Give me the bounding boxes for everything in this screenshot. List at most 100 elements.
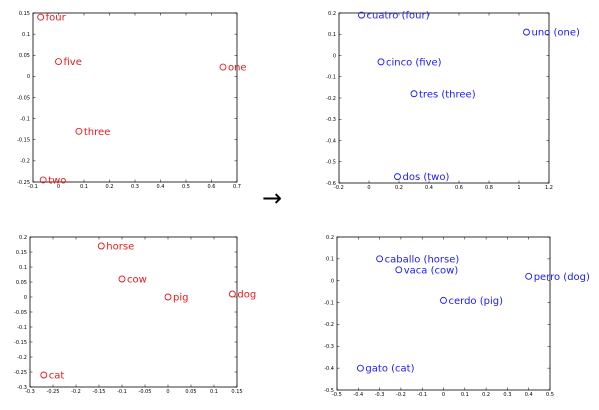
point-label: vaca (cow) [404,265,459,276]
x-tick-label: 0.05 [185,389,196,395]
point-marker [377,58,385,66]
point-marker [395,266,403,274]
y-tick-label: -0.2 [326,96,336,102]
point-label: cinco (five) [386,57,442,68]
y-tick-label: -0.2 [17,355,27,361]
x-tick-label: 0.7 [233,184,241,190]
y-tick-label: -0.1 [326,75,336,81]
point-marker [40,371,48,379]
x-tick-label: 1.2 [545,185,553,191]
y-tick-label: -0.15 [17,138,30,144]
x-tick-label: 0.15 [231,389,242,395]
point-label: dog [237,290,256,301]
y-tick-label: -0.1 [324,300,334,306]
x-tick-label: 0.5 [546,392,554,398]
y-tick-label: 0.05 [19,53,30,59]
y-tick-label: 0.15 [16,250,27,256]
point-marker [523,28,530,36]
y-tick-label: 0.2 [328,11,336,17]
x-tick-label: 0.3 [131,184,139,190]
y-tick-label: -0.15 [14,340,27,346]
x-tick-label: 0.2 [395,185,403,191]
x-tick-label: 0 [367,185,370,191]
x-tick-label: 0.3 [503,392,511,398]
y-tick-label: -0.5 [324,388,334,394]
point-marker [525,272,533,280]
y-tick-label: -0.4 [324,366,334,372]
point-marker [75,127,83,135]
y-tick-label: -0.05 [14,310,27,316]
plot-frame [32,12,238,183]
y-tick-label: -0.3 [326,117,336,123]
x-tick-label: 0.4 [525,392,533,398]
x-tick-label: -0.05 [139,389,152,395]
x-tick-label: 0 [57,184,60,190]
y-tick-label: 0.1 [328,32,336,38]
y-tick-label: -0.25 [14,370,27,376]
x-tick-label: 0 [166,389,169,395]
point-label: uno (one) [532,28,580,39]
x-tick-label: 0.4 [157,184,165,190]
y-tick-label: -0.3 [17,385,27,391]
point-marker [55,58,62,66]
point-marker [356,364,364,372]
x-tick-label: 0.8 [485,185,493,191]
y-tick-label: 0.2 [326,235,334,241]
x-tick-label: 0.5 [182,184,190,190]
point-label: cuatro (four) [367,11,430,22]
point-marker [118,275,126,283]
panel-animals-spanish: -0.5 -0.4 -0.3 -0.2 -0.1 0 0.1 0.2 0.3 0.4 0.5 -0.5… [324,235,590,398]
point-marker [228,290,236,298]
x-tick-label: -0.3 [25,389,35,395]
y-tick-label: 0 [24,295,27,301]
x-tick-label: -0.4 [353,392,363,398]
x-tick-label: -0.15 [93,389,106,395]
y-tick-label: 0 [331,279,334,285]
point-label: cerdo (pig) [449,296,504,307]
point-marker [39,176,47,184]
y-tick-label: -0.2 [20,159,30,165]
x-tick-label: 0.1 [461,392,469,398]
point-label: perro (dog) [534,272,590,283]
x-tick-label: 0.2 [482,392,490,398]
point-label: pig [173,293,188,304]
x-tick-label: -0.2 [396,392,406,398]
y-tick-label: 0.1 [22,32,30,38]
panel-numbers-english: -0.1 0 0.1 0.2 0.3 0.4 0.5 0.6 0.7 -0.25 -0.2 -0.15… [17,11,247,190]
transform-arrow: → [262,184,282,212]
x-tick-label: 0.2 [106,184,114,190]
point-marker [164,293,172,301]
x-tick-label: 1 [517,185,520,191]
point-marker [440,296,447,304]
point-marker [97,242,105,250]
point-label: gato (cat) [365,364,414,375]
point-label: three [84,127,110,138]
point-label: tres (three) [419,89,476,100]
y-tick-label: -0.25 [17,180,30,186]
point-label: horse [106,242,134,253]
point-marker [410,90,418,98]
x-tick-label: -0.5 [332,392,342,398]
x-tick-label: 0.6 [208,184,216,190]
x-tick-label: -0.25 [47,389,60,395]
point-label: dos (two) [403,172,450,183]
point-label: cat [49,371,65,382]
panel-numbers-spanish: -0.2 0 0.2 0.4 0.6 0.8 1 1.2 -0.6 -0.5 -0.4 -0.3 -0.… [326,11,580,191]
point-label: four [46,13,67,24]
x-tick-label: -0.1 [417,392,427,398]
y-tick-label: -0.2 [324,322,334,328]
y-tick-label: -0.4 [326,138,336,144]
y-tick-label: -0.5 [326,160,336,166]
point-marker [219,63,227,71]
point-marker [358,11,365,19]
y-tick-label: -0.05 [17,95,30,101]
x-tick-label: 0 [442,392,445,398]
y-tick-label: 0.1 [326,257,334,263]
x-tick-label: 0.4 [425,185,433,191]
y-tick-label: 0 [27,74,30,80]
point-marker [394,173,401,181]
point-label: caballo (horse) [385,254,460,265]
y-tick-label: -0.6 [326,181,336,187]
y-tick-label: 0 [333,53,336,59]
